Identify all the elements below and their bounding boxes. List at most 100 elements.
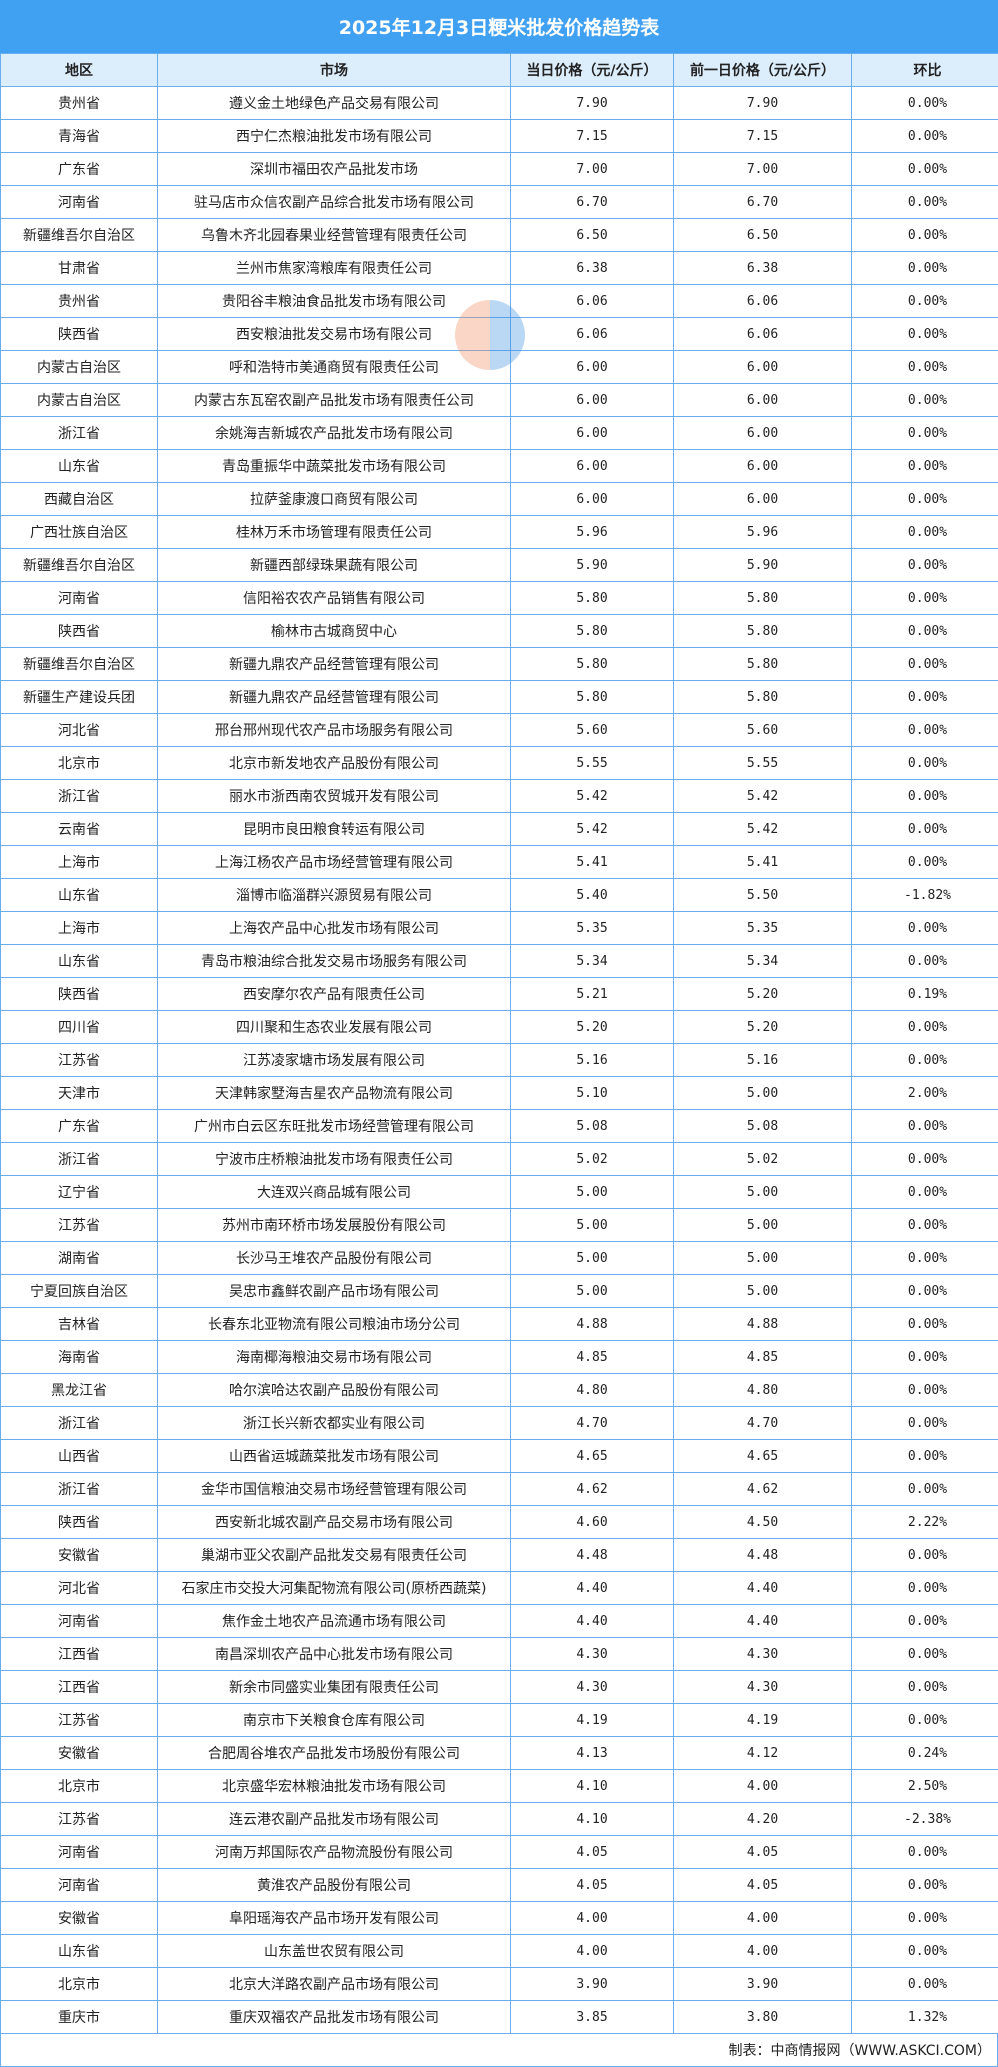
cell-change: 0.00% [851, 1901, 998, 1935]
cell-market: 榆林市古城商贸中心 [157, 614, 511, 648]
cell-today-price: 5.21 [510, 977, 674, 1011]
cell-market: 上海农产品中心批发市场有限公司 [157, 911, 511, 945]
cell-market: 大连双兴商品城有限公司 [157, 1175, 511, 1209]
cell-today-price: 6.70 [510, 185, 674, 219]
cell-change: 0.00% [851, 1340, 998, 1374]
cell-market: 深圳市福田农产品批发市场 [157, 152, 511, 186]
cell-market: 遵义金土地绿色产品交易有限公司 [157, 86, 511, 120]
table-row: 新疆维吾尔自治区 新疆西部绿珠果蔬有限公司 5.90 5.90 0.00% [0, 548, 998, 582]
cell-today-price: 5.20 [510, 1010, 674, 1044]
cell-today-price: 4.62 [510, 1472, 674, 1506]
cell-change: 0.00% [851, 779, 998, 813]
cell-region: 辽宁省 [0, 1175, 158, 1209]
table-row: 陕西省 西安摩尔农产品有限责任公司 5.21 5.20 0.19% [0, 977, 998, 1011]
cell-previous-price: 6.70 [673, 185, 852, 219]
table-row: 云南省 昆明市良田粮食转运有限公司 5.42 5.42 0.00% [0, 812, 998, 846]
cell-today-price: 5.00 [510, 1208, 674, 1242]
table-row: 西藏自治区 拉萨釜康渡口商贸有限公司 6.00 6.00 0.00% [0, 482, 998, 516]
cell-today-price: 4.00 [510, 1934, 674, 1968]
cell-change: 0.00% [851, 284, 998, 318]
cell-today-price: 6.00 [510, 482, 674, 516]
cell-today-price: 5.80 [510, 680, 674, 714]
table-row: 上海市 上海江杨农产品市场经营管理有限公司 5.41 5.41 0.00% [0, 845, 998, 879]
table-row: 江苏省 连云港农副产品批发市场有限公司 4.10 4.20 -2.38% [0, 1802, 998, 1836]
cell-previous-price: 5.00 [673, 1241, 852, 1275]
cell-change: -2.38% [851, 1802, 998, 1836]
cell-today-price: 4.10 [510, 1802, 674, 1836]
cell-today-price: 6.00 [510, 416, 674, 450]
table-row: 海南省 海南椰海粮油交易市场有限公司 4.85 4.85 0.00% [0, 1340, 998, 1374]
cell-today-price: 4.30 [510, 1670, 674, 1704]
cell-previous-price: 4.00 [673, 1901, 852, 1935]
cell-today-price: 5.90 [510, 548, 674, 582]
cell-change: 2.50% [851, 1769, 998, 1803]
cell-change: 0.00% [851, 1208, 998, 1242]
cell-today-price: 4.65 [510, 1439, 674, 1473]
cell-region: 河南省 [0, 1604, 158, 1638]
table-row: 山东省 青岛重振华中蔬菜批发市场有限公司 6.00 6.00 0.00% [0, 449, 998, 483]
table-row: 安徽省 合肥周谷堆农产品批发市场股份有限公司 4.13 4.12 0.24% [0, 1736, 998, 1770]
table-row: 山东省 山东盖世农贸有限公司 4.00 4.00 0.00% [0, 1934, 998, 1968]
cell-today-price: 5.96 [510, 515, 674, 549]
cell-market: 长春东北亚物流有限公司粮油市场分公司 [157, 1307, 511, 1341]
cell-region: 山东省 [0, 944, 158, 978]
cell-previous-price: 5.80 [673, 581, 852, 615]
cell-previous-price: 5.96 [673, 515, 852, 549]
table-row: 河北省 邢台邢州现代农产品市场服务有限公司 5.60 5.60 0.00% [0, 713, 998, 747]
cell-region: 吉林省 [0, 1307, 158, 1341]
cell-region: 河南省 [0, 1868, 158, 1902]
cell-previous-price: 4.48 [673, 1538, 852, 1572]
cell-region: 浙江省 [0, 779, 158, 813]
cell-change: 0.00% [851, 1109, 998, 1143]
cell-change: 0.00% [851, 911, 998, 945]
cell-today-price: 4.05 [510, 1835, 674, 1869]
cell-change: 0.00% [851, 350, 998, 384]
cell-today-price: 5.80 [510, 581, 674, 615]
table-row: 新疆生产建设兵团 新疆九鼎农产品经营管理有限公司 5.80 5.80 0.00% [0, 680, 998, 714]
cell-today-price: 3.85 [510, 2000, 674, 2034]
cell-previous-price: 4.40 [673, 1604, 852, 1638]
cell-today-price: 4.00 [510, 1901, 674, 1935]
cell-region: 青海省 [0, 119, 158, 153]
header-today-price: 当日价格（元/公斤） [510, 53, 674, 87]
table-row: 新疆维吾尔自治区 新疆九鼎农产品经营管理有限公司 5.80 5.80 0.00% [0, 647, 998, 681]
cell-market: 北京盛华宏林粮油批发市场有限公司 [157, 1769, 511, 1803]
cell-region: 江苏省 [0, 1208, 158, 1242]
cell-previous-price: 5.35 [673, 911, 852, 945]
cell-market: 山西省运城蔬菜批发市场有限公司 [157, 1439, 511, 1473]
cell-change: -1.82% [851, 878, 998, 912]
cell-change: 0.00% [851, 1373, 998, 1407]
cell-previous-price: 4.00 [673, 1769, 852, 1803]
table-row: 安徽省 巢湖市亚父农副产品批发交易有限责任公司 4.48 4.48 0.00% [0, 1538, 998, 1572]
table-row: 天津市 天津韩家墅海吉星农产品物流有限公司 5.10 5.00 2.00% [0, 1076, 998, 1110]
table-row: 重庆市 重庆双福农产品批发市场有限公司 3.85 3.80 1.32% [0, 2000, 998, 2034]
table-row: 甘肃省 兰州市焦家湾粮库有限责任公司 6.38 6.38 0.00% [0, 251, 998, 285]
cell-change: 0.00% [851, 317, 998, 351]
price-table: 地区 市场 当日价格（元/公斤） 前一日价格（元/公斤） 环比 贵州省 遵义金土地… [0, 53, 998, 2034]
cell-change: 0.00% [851, 746, 998, 780]
cell-change: 0.00% [851, 845, 998, 879]
cell-change: 0.00% [851, 1571, 998, 1605]
cell-market: 哈尔滨哈达农副产品股份有限公司 [157, 1373, 511, 1407]
cell-region: 北京市 [0, 746, 158, 780]
cell-change: 0.00% [851, 1835, 998, 1869]
cell-region: 四川省 [0, 1010, 158, 1044]
cell-change: 0.00% [851, 1967, 998, 2001]
table-row: 北京市 北京盛华宏林粮油批发市场有限公司 4.10 4.00 2.50% [0, 1769, 998, 1803]
cell-change: 0.00% [851, 1439, 998, 1473]
table-row: 浙江省 金华市国信粮油交易市场经营管理有限公司 4.62 4.62 0.00% [0, 1472, 998, 1506]
cell-previous-price: 4.12 [673, 1736, 852, 1770]
cell-today-price: 5.00 [510, 1175, 674, 1209]
cell-today-price: 5.40 [510, 878, 674, 912]
cell-previous-price: 5.02 [673, 1142, 852, 1176]
table-row: 山东省 淄博市临淄群兴源贸易有限公司 5.40 5.50 -1.82% [0, 878, 998, 912]
cell-market: 新疆西部绿珠果蔬有限公司 [157, 548, 511, 582]
cell-market: 海南椰海粮油交易市场有限公司 [157, 1340, 511, 1374]
cell-previous-price: 6.00 [673, 383, 852, 417]
cell-previous-price: 5.41 [673, 845, 852, 879]
cell-previous-price: 6.50 [673, 218, 852, 252]
cell-change: 0.19% [851, 977, 998, 1011]
cell-change: 0.00% [851, 581, 998, 615]
cell-region: 山西省 [0, 1439, 158, 1473]
cell-market: 信阳裕农农产品销售有限公司 [157, 581, 511, 615]
